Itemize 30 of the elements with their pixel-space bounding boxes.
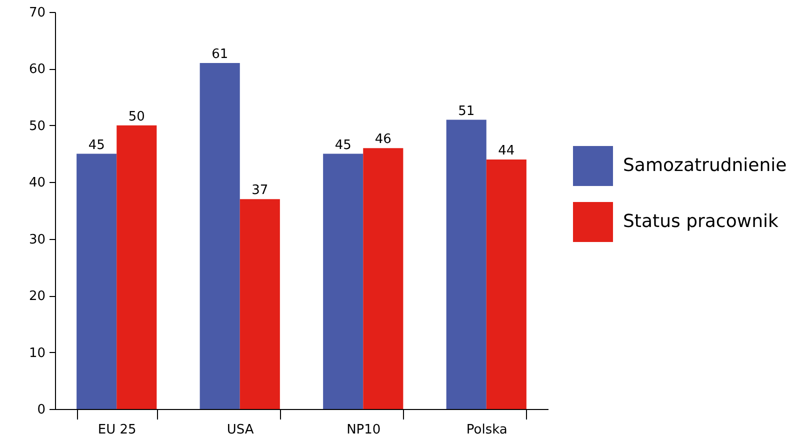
y-tick-label: 20 bbox=[28, 289, 46, 304]
data-label: 46 bbox=[374, 132, 392, 148]
y-tick-label: 10 bbox=[28, 346, 46, 361]
x-tick-label: USA bbox=[226, 422, 254, 438]
y-tick-label: 70 bbox=[28, 6, 46, 20]
legend-label: Status pracownik bbox=[623, 211, 779, 232]
bar bbox=[323, 154, 364, 409]
x-tick-label: NP10 bbox=[346, 422, 381, 438]
bar bbox=[363, 148, 404, 409]
bar bbox=[446, 120, 486, 409]
x-tick-label: EU 25 bbox=[98, 422, 136, 438]
data-label: 51 bbox=[458, 104, 475, 119]
y-tick-label: 30 bbox=[28, 232, 46, 248]
data-label: 61 bbox=[212, 47, 228, 62]
legend-label: Samozatrudnienie bbox=[623, 155, 787, 176]
y-tick-label: 60 bbox=[28, 62, 46, 78]
data-label: 37 bbox=[252, 183, 268, 198]
y-tick-label: 50 bbox=[28, 118, 46, 134]
y-tick-label: 0 bbox=[37, 402, 46, 418]
bar bbox=[200, 63, 240, 409]
data-label: 45 bbox=[88, 138, 105, 153]
bar bbox=[486, 159, 526, 409]
x-tick-label: Polska bbox=[466, 422, 508, 438]
bar bbox=[116, 125, 157, 409]
bar bbox=[240, 199, 280, 409]
y-tick-label: 40 bbox=[28, 176, 46, 191]
bar bbox=[76, 154, 117, 409]
data-label: 45 bbox=[334, 138, 352, 153]
data-label: 44 bbox=[498, 143, 515, 158]
data-label: 50 bbox=[128, 109, 145, 124]
